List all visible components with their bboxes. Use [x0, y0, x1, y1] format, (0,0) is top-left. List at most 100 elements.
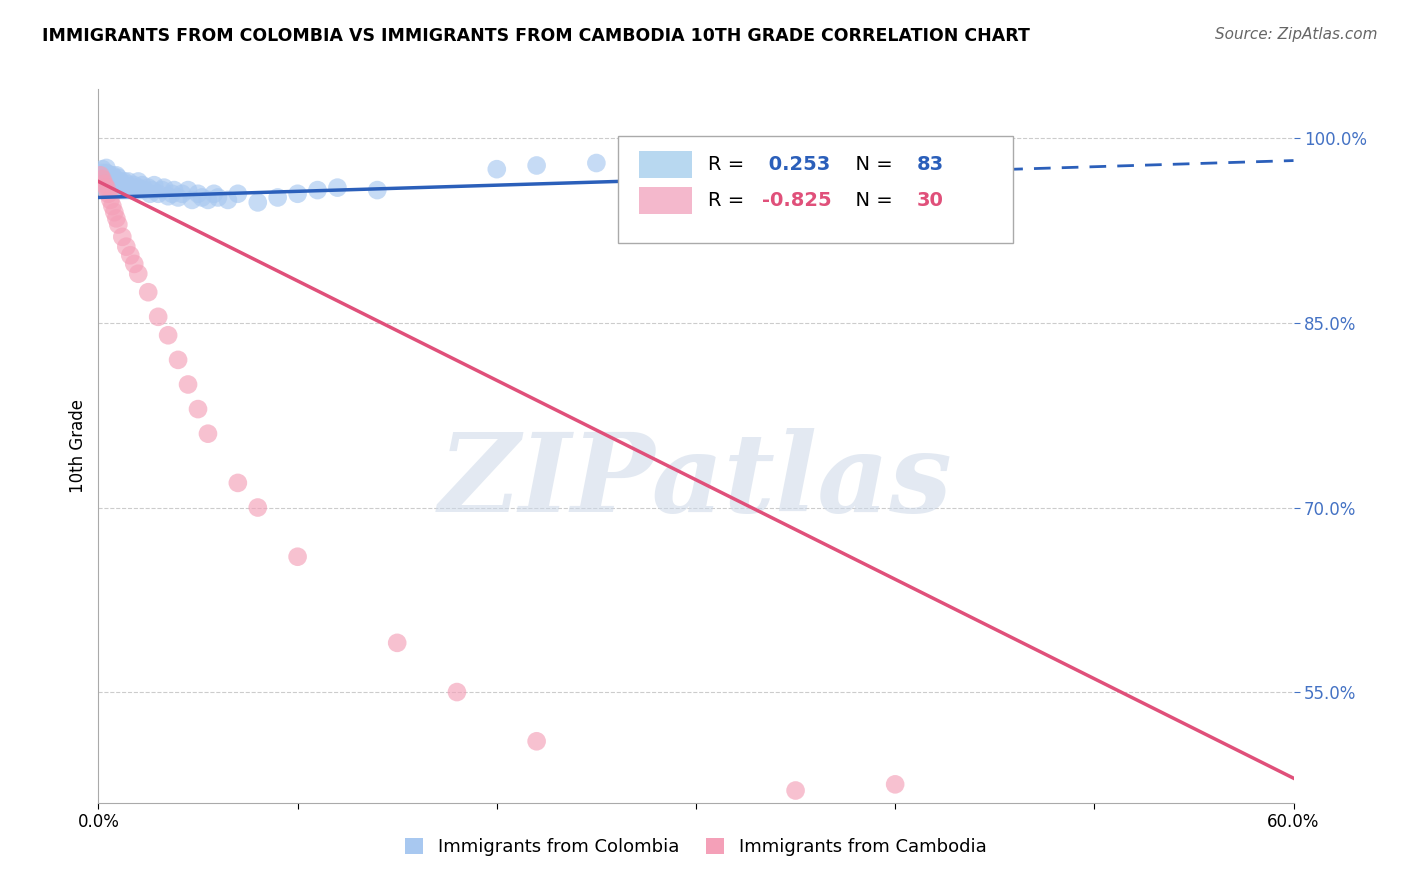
Text: IMMIGRANTS FROM COLOMBIA VS IMMIGRANTS FROM CAMBODIA 10TH GRADE CORRELATION CHAR: IMMIGRANTS FROM COLOMBIA VS IMMIGRANTS F… [42, 27, 1031, 45]
Point [160, 186, 183, 201]
Point [91, 166, 114, 180]
Point [110, 180, 132, 194]
Point [117, 174, 139, 188]
Point [148, 310, 170, 324]
FancyBboxPatch shape [619, 136, 1012, 243]
Point [163, 183, 186, 197]
Point [93, 177, 115, 191]
Point [111, 177, 134, 191]
Point [124, 257, 146, 271]
Point [107, 183, 129, 197]
Point [246, 500, 269, 515]
Point [197, 193, 219, 207]
Text: -0.825: -0.825 [762, 191, 831, 210]
Point [112, 174, 135, 188]
Point [884, 777, 907, 791]
Text: 83: 83 [917, 155, 945, 174]
Point [98, 193, 122, 207]
Point [207, 190, 229, 204]
Point [121, 180, 143, 194]
Point [526, 734, 548, 748]
Point [287, 186, 309, 201]
Text: 0.253: 0.253 [762, 155, 830, 174]
Point [226, 475, 249, 490]
Point [101, 180, 124, 194]
Point [91, 172, 114, 186]
Point [187, 402, 209, 417]
Point [101, 199, 124, 213]
Text: ZIPatlas: ZIPatlas [439, 428, 953, 535]
Point [97, 177, 120, 191]
Point [177, 377, 200, 392]
Point [97, 186, 120, 201]
Point [112, 180, 135, 194]
Point [307, 183, 329, 197]
Point [105, 180, 128, 194]
Point [172, 186, 194, 201]
Point [103, 170, 125, 185]
Point [187, 186, 209, 201]
Point [105, 169, 128, 183]
Point [93, 180, 115, 194]
Point [526, 159, 548, 173]
Point [103, 205, 125, 219]
Point [844, 144, 866, 158]
Point [745, 147, 768, 161]
Point [111, 183, 134, 197]
Point [366, 183, 388, 197]
Point [129, 183, 152, 197]
Point [181, 193, 204, 207]
FancyBboxPatch shape [638, 152, 692, 178]
Y-axis label: 10th Grade: 10th Grade [69, 399, 87, 493]
Point [167, 352, 190, 367]
Point [124, 178, 146, 193]
Point [139, 186, 162, 201]
Point [585, 156, 607, 170]
Point [105, 211, 128, 226]
Point [117, 180, 139, 194]
Point [103, 177, 125, 191]
Point [446, 685, 468, 699]
Point [127, 180, 149, 194]
Point [226, 186, 249, 201]
Point [97, 172, 120, 186]
Point [141, 183, 163, 197]
Point [785, 783, 807, 797]
Point [91, 162, 114, 177]
Point [167, 190, 190, 204]
Point [98, 183, 122, 197]
Point [120, 248, 142, 262]
Point [105, 174, 128, 188]
Point [101, 174, 124, 188]
Point [107, 170, 129, 185]
Point [148, 186, 170, 201]
Point [136, 180, 159, 194]
FancyBboxPatch shape [638, 187, 692, 214]
Point [485, 162, 508, 177]
Point [111, 230, 134, 244]
Point [197, 426, 219, 441]
Point [150, 183, 173, 197]
Point [267, 190, 290, 204]
Point [97, 167, 120, 181]
Point [191, 190, 214, 204]
Point [120, 183, 142, 197]
Point [157, 189, 180, 203]
Text: N =: N = [844, 191, 898, 210]
Point [107, 218, 129, 232]
Point [96, 180, 118, 194]
Point [685, 153, 707, 167]
Point [626, 150, 648, 164]
Point [177, 183, 200, 197]
Point [89, 169, 111, 183]
Point [93, 174, 115, 188]
Point [98, 177, 122, 191]
Point [127, 267, 149, 281]
Point [326, 180, 349, 194]
Point [96, 166, 118, 180]
Point [110, 174, 132, 188]
Point [157, 328, 180, 343]
Point [89, 174, 111, 188]
Text: R =: R = [709, 191, 751, 210]
Point [202, 186, 225, 201]
